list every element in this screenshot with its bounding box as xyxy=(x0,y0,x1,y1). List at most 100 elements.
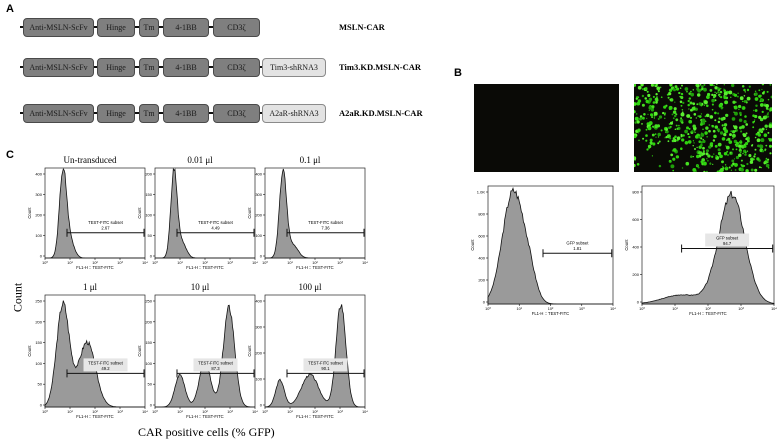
y-tick-label: 100 xyxy=(145,361,152,366)
gfp-fluorescence-image xyxy=(634,84,772,172)
y-tick-label: 0 xyxy=(637,300,640,305)
y-tick-label: 100 xyxy=(145,213,152,218)
histogram-title: 1 μl xyxy=(82,282,98,292)
gate-label: TEST-FITC subset xyxy=(308,220,344,225)
x-tick-label: 10³ xyxy=(579,307,585,311)
x-tick-label: 10³ xyxy=(337,261,343,265)
histogram-title: 100 μl xyxy=(298,282,322,292)
y-tick-label: 250 xyxy=(35,299,42,304)
histogram-title: 0.1 μl xyxy=(299,155,321,165)
x-tick-label: 10⁰ xyxy=(262,410,268,414)
x-tick-label: 10³ xyxy=(117,261,123,265)
construct-segment: Tm xyxy=(139,104,159,123)
gfp-cells xyxy=(634,84,772,172)
gate-value: 1.81 xyxy=(573,246,582,251)
construct-name: A2aR.KD.MSLN-CAR xyxy=(339,108,423,118)
y-tick-label: 0 xyxy=(40,254,43,259)
x-tick-label: 10⁴ xyxy=(252,261,258,265)
construct-segment: CD3ζ xyxy=(213,58,260,77)
y-tick-label: 50 xyxy=(148,382,153,387)
construct-segment: Anti-MSLN-ScFv xyxy=(23,104,94,123)
construct-shrna-segment: A2aR-shRNA3 xyxy=(262,104,326,123)
x-tick-label: 10² xyxy=(548,307,554,311)
y-axis-title: Count xyxy=(27,207,32,219)
construct-segment: Hinge xyxy=(97,58,135,77)
y-tick-label: 100 xyxy=(255,377,262,382)
x-axis-title: FL1-H :: TEST-FITC xyxy=(76,265,113,270)
x-tick-label: 10² xyxy=(312,261,318,265)
gate-value: 4.49 xyxy=(211,225,220,230)
x-axis-title: FL1-H :: TEST-FITC xyxy=(296,265,333,270)
construct-segment: Anti-MSLN-ScFv xyxy=(23,58,94,77)
y-tick-label: 200 xyxy=(478,278,485,283)
x-tick-label: 10¹ xyxy=(67,261,73,265)
x-tick-label: 10¹ xyxy=(67,410,73,414)
histogram-title: 10 μl xyxy=(190,282,210,292)
histogram-plot: TEST-FITC subset 4.49 200 150 100 50 0 10⁰ 10¹ 10… xyxy=(137,166,259,274)
x-axis-title: FL1-H :: TEST-FITC xyxy=(76,414,113,419)
gate-label: GFP subset xyxy=(716,236,739,241)
x-axis-title: FL1-H :: TEST-FITC xyxy=(296,414,333,419)
y-tick-label: 0 xyxy=(483,300,486,305)
y-axis-title: Count xyxy=(624,239,629,251)
y-tick-label: 0 xyxy=(150,254,153,259)
x-axis-title: FL1-H :: TEST-FITC xyxy=(186,414,223,419)
y-axis-title: Count xyxy=(27,345,32,357)
x-tick-label: 10⁰ xyxy=(262,261,268,265)
y-tick-label: 200 xyxy=(632,272,639,277)
y-tick-label: 800 xyxy=(632,190,639,195)
histogram-plot: TEST-FITC subset 7.36 400 300 200 100 0 10⁰ 10¹ 1… xyxy=(247,166,369,274)
x-tick-label: 10² xyxy=(92,261,98,265)
x-tick-label: 10³ xyxy=(738,307,744,311)
gate-value: 2.67 xyxy=(101,225,110,230)
construct-segment: Anti-MSLN-ScFv xyxy=(23,18,94,37)
construct-segment: CD3ζ xyxy=(213,104,260,123)
y-tick-label: 300 xyxy=(255,192,262,197)
y-tick-label: 200 xyxy=(35,213,42,218)
y-tick-label: 150 xyxy=(35,340,42,345)
x-tick-label: 10³ xyxy=(117,410,123,414)
untransduced-fluorescence-image xyxy=(474,84,619,172)
y-tick-label: 200 xyxy=(145,172,152,177)
x-tick-label: 10³ xyxy=(337,410,343,414)
y-tick-label: 100 xyxy=(35,361,42,366)
construct-shrna-segment: Tim3-shRNA3 xyxy=(262,58,326,77)
gate-label: TEST-FITC subset xyxy=(88,360,124,365)
x-tick-label: 10⁴ xyxy=(362,410,368,414)
y-tick-label: 0 xyxy=(260,403,263,408)
gate-label: TEST-FITC subset xyxy=(198,220,234,225)
y-axis-title: Count xyxy=(247,345,252,357)
panel-c-x-axis-label: CAR positive cells (% GFP) xyxy=(138,425,275,439)
y-tick-label: 400 xyxy=(478,256,485,261)
gate-value: 87.3 xyxy=(211,366,220,371)
x-tick-label: 10¹ xyxy=(517,307,523,311)
construct-name: Tim3.KD.MSLN-CAR xyxy=(339,62,422,72)
y-tick-label: 1.0K xyxy=(477,190,486,195)
y-tick-label: 200 xyxy=(145,319,152,324)
x-tick-label: 10¹ xyxy=(177,410,183,414)
gate-label: GFP subset xyxy=(566,240,589,245)
x-tick-label: 10² xyxy=(92,410,98,414)
y-tick-label: 150 xyxy=(145,340,152,345)
y-tick-label: 100 xyxy=(255,233,262,238)
x-tick-label: 10¹ xyxy=(177,261,183,265)
y-tick-label: 0 xyxy=(40,403,43,408)
histogram-area xyxy=(487,187,613,305)
histogram-title: Un-transduced xyxy=(63,155,117,165)
y-tick-label: 50 xyxy=(38,382,43,387)
gate-value: 7.36 xyxy=(321,225,330,230)
y-tick-label: 0 xyxy=(150,403,153,408)
panel-c-label: C xyxy=(6,149,14,161)
panel-a-label: A xyxy=(6,3,14,15)
construct-segment: 4-1BB xyxy=(163,104,209,123)
construct-segment: Hinge xyxy=(97,18,135,37)
y-tick-label: 200 xyxy=(35,319,42,324)
histogram-area xyxy=(641,190,775,305)
x-tick-label: 10² xyxy=(202,410,208,414)
x-axis-title: FL1-H :: TEST-FITC xyxy=(186,265,223,270)
